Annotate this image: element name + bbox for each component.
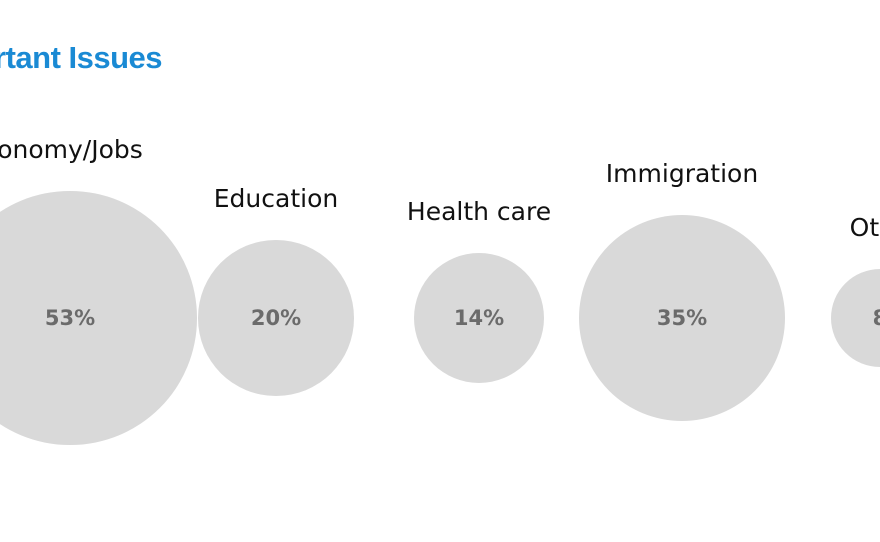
bubble-category-label: Immigration xyxy=(605,159,759,189)
bubble-value-label: 20% xyxy=(250,305,302,330)
bubble-3: 35% xyxy=(579,215,785,421)
bubble-4: 8 xyxy=(830,268,880,368)
bubble-category-label: onomy/Jobs xyxy=(0,135,143,165)
bubble-value-label: 53% xyxy=(44,305,96,330)
bubble-value-label: 8 xyxy=(872,305,880,330)
bubble-1: 20% xyxy=(198,240,354,396)
bubble-0: 53% xyxy=(0,191,197,445)
bubble-category-label: Othe xyxy=(849,212,880,242)
bubble-2: 14% xyxy=(413,252,545,384)
bubble-value-label: 35% xyxy=(656,305,708,330)
chart-title: rtant Issues xyxy=(0,40,163,75)
bubble-category-label: Health care xyxy=(406,196,552,226)
bubble-value-label: 14% xyxy=(453,305,505,330)
bubble-category-label: Education xyxy=(213,184,339,214)
